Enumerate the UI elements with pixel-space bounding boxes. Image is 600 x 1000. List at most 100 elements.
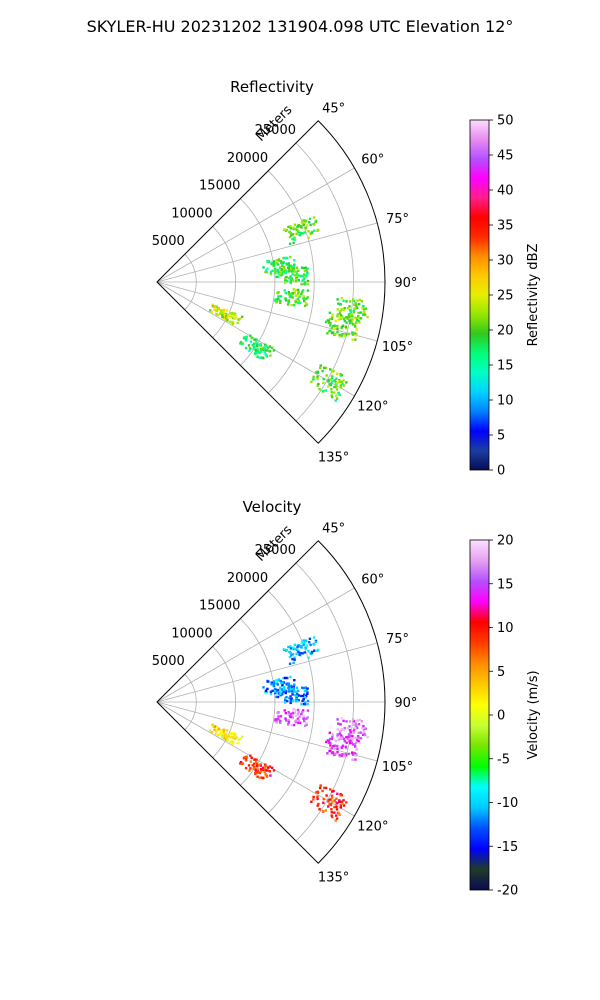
- echo-gate: [342, 728, 345, 732]
- echo-gate: [289, 295, 292, 299]
- echo-gate: [308, 221, 311, 224]
- echo-gate: [229, 740, 232, 744]
- echo-gate: [266, 349, 269, 352]
- echo-gate: [338, 335, 342, 338]
- echo-gate: [251, 344, 254, 347]
- echo-gate: [344, 325, 348, 329]
- echo-gate: [278, 686, 282, 689]
- echo-gate: [338, 393, 341, 396]
- echo-gate: [354, 754, 358, 757]
- echo-gate: [266, 766, 270, 769]
- echo-gate: [353, 751, 356, 755]
- echo-gate: [312, 375, 315, 379]
- echo-gate: [337, 722, 340, 725]
- echo-gate: [302, 266, 305, 270]
- echo-gate: [287, 291, 290, 294]
- echo-gate: [292, 226, 295, 229]
- echo-gate: [239, 760, 243, 764]
- colorbar-label: Reflectivity dBZ: [526, 244, 541, 347]
- echo-gate: [349, 742, 352, 745]
- echo-gate: [276, 263, 279, 266]
- echo-gate: [213, 728, 216, 732]
- angle-tick-labels: 45° 60° 75° 90° 105° 120° 135°: [318, 101, 417, 465]
- echo-gate: [304, 686, 307, 690]
- echo-gate: [275, 259, 278, 262]
- echo-gate: [337, 391, 340, 395]
- echo-gate: [343, 740, 346, 743]
- echo-gate: [279, 301, 282, 304]
- echo-gate: [292, 241, 295, 245]
- echo-gate: [327, 380, 330, 383]
- echo-gate: [348, 729, 352, 732]
- echo-gate: [292, 303, 296, 307]
- range-tick-label: 5000: [152, 234, 185, 249]
- polar-grid: [156, 142, 385, 422]
- range-tick-label: 25000: [255, 123, 296, 138]
- echo-gate: [288, 231, 291, 234]
- echo-gate: [298, 231, 302, 235]
- echo-gate: [256, 348, 259, 351]
- echo-gate: [359, 731, 362, 734]
- echo-gate: [244, 346, 248, 350]
- echo-gate: [339, 374, 342, 377]
- echo-gate: [328, 731, 331, 734]
- echo-cluster: [275, 266, 310, 286]
- echo-gate: [287, 301, 291, 304]
- echo-gate: [363, 733, 367, 737]
- echo-gate: [266, 679, 269, 683]
- echo-gate: [342, 804, 346, 807]
- echo-gate: [327, 741, 331, 745]
- echo-gate: [256, 775, 259, 778]
- echo-gate: [245, 335, 248, 338]
- echo-gate: [264, 773, 267, 776]
- echo-gate: [291, 699, 294, 703]
- echo-gate: [233, 313, 237, 316]
- echo-gate: [283, 228, 286, 231]
- echo-gate: [210, 310, 213, 314]
- echo-gate: [260, 350, 263, 353]
- echo-gate: [259, 763, 262, 766]
- echo-gate: [289, 645, 292, 648]
- echo-gate: [321, 369, 324, 373]
- echo-gate: [261, 346, 265, 349]
- echo-gate: [342, 308, 345, 312]
- echo-gate: [248, 349, 251, 352]
- echo-gate: [330, 376, 334, 380]
- echo-gate: [358, 321, 361, 324]
- echo-gate: [291, 693, 294, 696]
- echo-cluster: [310, 784, 348, 822]
- echo-gate: [213, 305, 216, 309]
- echo-gate: [286, 303, 290, 306]
- echo-gate: [255, 761, 258, 764]
- echo-gate: [319, 366, 322, 370]
- echo-gate: [335, 377, 338, 380]
- echo-gate: [290, 690, 294, 693]
- echo-gate: [304, 227, 307, 231]
- echo-gate: [338, 800, 341, 804]
- echo-gate: [245, 755, 248, 758]
- echo-gate: [329, 741, 332, 745]
- echo-gate: [295, 690, 298, 693]
- sector-frame: [156, 540, 386, 864]
- echo-gate: [304, 703, 307, 706]
- echo-gate: [279, 694, 282, 697]
- echo-gate: [308, 637, 312, 640]
- echo-gate: [350, 733, 353, 736]
- echo-gate: [269, 774, 272, 777]
- echo-cluster: [282, 636, 320, 665]
- echo-gate: [253, 758, 256, 761]
- echo-gate: [293, 274, 297, 277]
- echo-gate: [288, 651, 291, 654]
- echo-gate: [293, 643, 297, 646]
- echo-gate: [261, 766, 265, 769]
- echo-gate: [264, 344, 267, 348]
- echo-gate: [306, 699, 310, 703]
- echo-gate: [239, 317, 242, 320]
- echo-gate: [255, 341, 258, 344]
- echo-gate: [316, 375, 319, 378]
- echo-gate: [364, 307, 367, 310]
- echo-gate: [328, 317, 332, 321]
- echo-gate: [324, 389, 327, 392]
- echo-gate: [330, 391, 333, 394]
- echo-gate: [356, 726, 359, 730]
